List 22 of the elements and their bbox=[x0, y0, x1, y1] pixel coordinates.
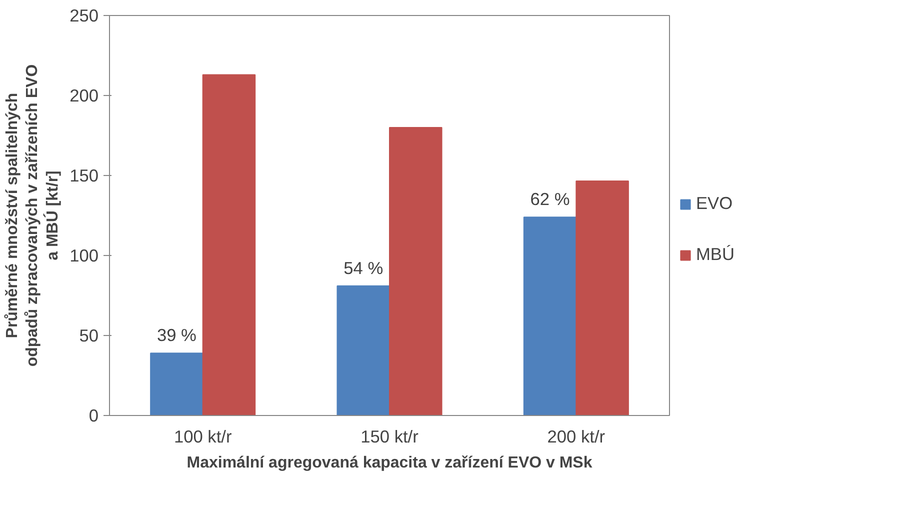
x-tick-label: 150 kt/r bbox=[360, 426, 419, 446]
x-axis-title: Maximální agregovaná kapacita v zařízení EVO v MSk bbox=[186, 454, 592, 472]
y-tick-label: 0 bbox=[88, 406, 99, 426]
y-tick-label: 200 bbox=[70, 86, 99, 106]
x-tick-label: 100 kt/r bbox=[174, 426, 232, 446]
bar bbox=[202, 74, 256, 416]
legend-label: MBÚ bbox=[696, 244, 735, 265]
y-tick-label: 100 bbox=[70, 246, 99, 266]
y-tick-label: 250 bbox=[70, 6, 99, 26]
annotation: 62 % bbox=[530, 189, 570, 210]
y-axis-title: Průměrné množství spalitelných odpadů zpracovaných v zařízeních EVO a MBÚ [kt/r] bbox=[4, 64, 62, 367]
y-tick-label: 50 bbox=[79, 326, 99, 346]
x-tick-label: 200 kt/r bbox=[547, 426, 606, 446]
annotation: 54 % bbox=[344, 258, 384, 278]
annotation: 39 % bbox=[156, 325, 196, 346]
legend-label: EVO bbox=[696, 193, 733, 214]
bar bbox=[576, 180, 629, 416]
bar bbox=[523, 216, 577, 416]
bar bbox=[389, 127, 442, 416]
bar bbox=[336, 285, 390, 416]
bar bbox=[150, 352, 204, 416]
y-tick-label: 150 bbox=[70, 166, 99, 186]
